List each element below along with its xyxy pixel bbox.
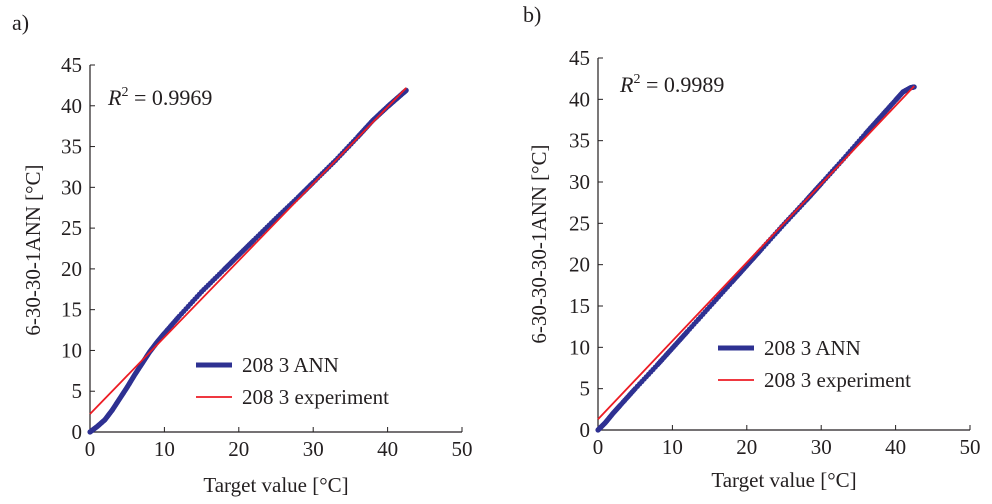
y-tick-label: 10 [61,338,82,362]
r-superscript: 2 [121,85,128,100]
y-tick-label: 5 [72,379,83,403]
y-tick-label: 40 [61,94,82,118]
chart-panel-2: b) 0 10 20 30 40 50 0 5 10 15 20 25 30 35 40 45 Target va… [523,2,981,492]
r-squared-annotation: R2 = 0.9989 [619,72,724,97]
y-tick-label: 45 [61,53,82,77]
series-experiment-line [89,87,407,415]
y-tick-label: 20 [61,257,82,281]
x-tick-label: 0 [593,435,604,459]
x-tick-label: 10 [662,435,683,459]
x-tick-label: 50 [960,435,981,459]
series-ann-markers [87,87,409,435]
panel-label: b) [523,2,541,27]
legend-label-experiment: 208 3 experiment [242,385,389,409]
x-tick-label: 20 [736,435,757,459]
r-value: = 0.9969 [128,85,212,110]
legend-label-experiment: 208 3 experiment [764,368,911,392]
y-tick-label: 25 [61,216,82,240]
y-axis-label: 6-30-30-1ANN [°C] [21,164,45,335]
chart-panel-1: a) 0 10 20 30 40 50 0 5 10 15 20 25 30 35 40 45 Target va… [12,10,473,497]
r-superscript: 2 [633,72,640,87]
legend-label-ann: 208 3 ANN [764,336,861,360]
x-tick-label: 30 [811,435,832,459]
x-axis-label: Target value [°C] [203,473,348,497]
y-tick-label: 40 [569,87,590,111]
r-value: = 0.9989 [640,72,724,97]
y-tick-label: 20 [569,253,590,277]
y-tick-label: 5 [580,377,591,401]
legend-label-ann: 208 3 ANN [242,353,339,377]
y-tick-label: 15 [61,298,82,322]
y-tick-label: 45 [569,46,590,70]
y-tick-label: 15 [569,294,590,318]
panel-label: a) [12,10,29,35]
x-tick-label: 40 [885,435,906,459]
x-tick-label: 50 [452,437,473,461]
y-tick-label: 30 [569,170,590,194]
r-symbol: R [619,72,634,97]
y-tick-label: 10 [569,335,590,359]
y-axis-label: 6-30-30-30-1ANN [°C] [527,144,551,343]
x-axis-label: Target value [°C] [711,468,856,492]
series-experiment-line [597,85,915,420]
x-tick-label: 30 [303,437,324,461]
x-tick-label: 40 [377,437,398,461]
y-tick-label: 30 [61,175,82,199]
y-tick-label: 0 [72,420,83,444]
x-tick-label: 20 [228,437,249,461]
y-tick-label: 0 [580,418,591,442]
y-tick-label: 35 [569,129,590,153]
y-tick-label: 25 [569,211,590,235]
y-tick-label: 35 [61,135,82,159]
x-tick-label: 0 [85,437,96,461]
x-tick-label: 10 [154,437,175,461]
r-squared-annotation: R2 = 0.9969 [107,85,212,110]
r-symbol: R [107,85,122,110]
